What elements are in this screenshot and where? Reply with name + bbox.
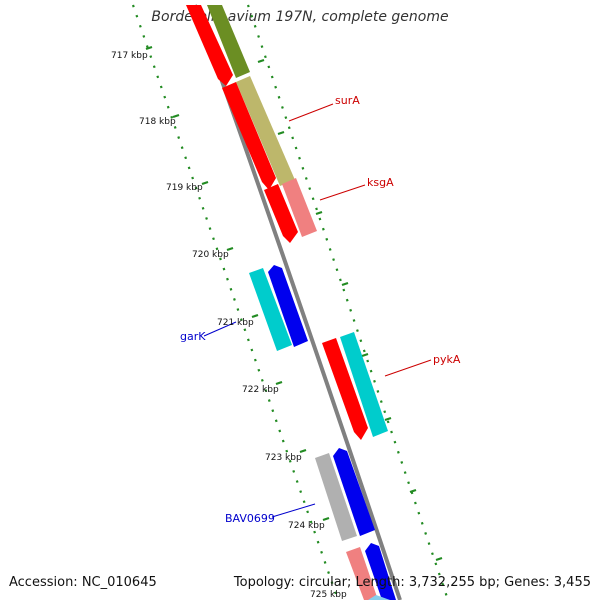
gene-label-sura: surA [335, 94, 360, 107]
gene-pink-bottom [346, 547, 378, 600]
gene-label-pyka: pykA [433, 353, 461, 366]
ruler-label: 722 kbp [242, 385, 279, 395]
inner-ruler-ticks [145, 45, 330, 522]
ruler-label: 724 kbp [288, 521, 325, 531]
ruler-label: 719 kbp [166, 183, 203, 193]
gene-skyblue-bottom [368, 595, 390, 600]
gene-blue-bottom [365, 543, 396, 600]
ruler-labels: 717 kbp 718 kbp 719 kbp 720 kbp 721 kbp … [111, 51, 347, 600]
ruler-label: 720 kbp [192, 250, 229, 260]
gene-label-bav0699: BAV0699 [225, 512, 275, 525]
gene-red-lower [264, 184, 298, 243]
gene-red-mid [222, 82, 276, 190]
ruler-label: 718 kbp [139, 117, 176, 127]
gene-blue-1 [268, 265, 308, 347]
gene-khaki-sura [236, 76, 295, 186]
accession-label: Accession: NC_010645 [9, 575, 157, 590]
gene-cyan-pyka [340, 332, 388, 437]
ruler-label: 721 kbp [217, 318, 254, 328]
gene-label-gark: garK [180, 330, 206, 343]
gene-label-ksga: ksgA [367, 176, 394, 189]
ruler-label: 723 kbp [265, 453, 302, 463]
gene-red-top [186, 5, 233, 86]
ruler-label: 725 kbp [310, 590, 347, 600]
ruler-track-inner [131, 4, 340, 600]
ruler-label: 717 kbp [111, 51, 148, 61]
gene-blue-2 [333, 448, 375, 536]
gene-gray-bav0699 [315, 453, 357, 541]
gene-label-leaders [203, 103, 432, 518]
gene-red-pyka [322, 338, 368, 440]
gene-labels: surA ksgA pykA garK BAV0699 [180, 94, 461, 525]
gene-pink-ksga [282, 178, 317, 237]
gene-cyan-gark [249, 268, 292, 351]
genome-summary-label: Topology: circular; Length: 3,732,255 bp… [233, 575, 591, 590]
gene-olive-top [207, 5, 250, 78]
